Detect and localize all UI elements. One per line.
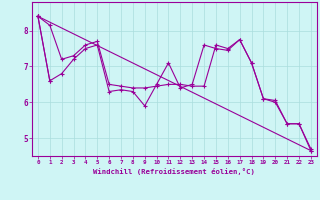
X-axis label: Windchill (Refroidissement éolien,°C): Windchill (Refroidissement éolien,°C) xyxy=(93,168,255,175)
